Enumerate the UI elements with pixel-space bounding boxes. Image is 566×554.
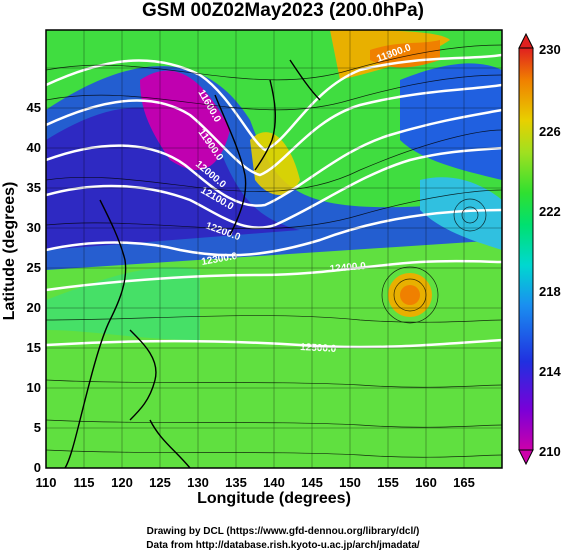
- map-title: GSM 00Z02May2023 (200.0hPa): [142, 0, 424, 21]
- x-tick-label: 160: [415, 475, 437, 490]
- x-tick-labels: 110 115 120 125 130 135 140 145 150 155 …: [36, 475, 475, 490]
- x-tick-label: 155: [377, 475, 399, 490]
- x-tick-label: 110: [36, 475, 57, 490]
- colorbar-tick-label: 226: [539, 124, 561, 139]
- y-tick-label: 25: [27, 260, 41, 275]
- colorbar: [518, 32, 534, 466]
- x-tick-label: 145: [301, 475, 323, 490]
- grid-lines: [46, 30, 502, 468]
- plot-frame: [45, 29, 503, 469]
- credit-drawing: Drawing by DCL (https://www.gfd-dennou.o…: [146, 526, 420, 537]
- x-tick-label: 140: [263, 475, 285, 490]
- y-tick-label: 35: [27, 180, 41, 195]
- y-tick-label: 20: [27, 300, 41, 315]
- x-tick-label: 135: [225, 475, 247, 490]
- colorbar-tick-label: 210: [539, 444, 561, 459]
- x-tick-label: 165: [453, 475, 475, 490]
- x-tick-label: 150: [339, 475, 361, 490]
- y-tick-label: 45: [27, 100, 41, 115]
- y-tick-label: 15: [27, 340, 41, 355]
- credit-data-source: Data from http://database.rish.kyoto-u.a…: [146, 540, 420, 551]
- y-tick-label: 10: [27, 380, 41, 395]
- y-tick-label: 30: [27, 220, 41, 235]
- y-tick-labels: 0 5 10 15 20 25 30 35 40 45: [27, 100, 41, 475]
- colorbar-tick-label: 230: [539, 42, 561, 57]
- streamlines: [46, 44, 502, 458]
- y-tick-label: 0: [34, 460, 41, 475]
- colorbar-min-arrow: [518, 449, 534, 466]
- map-figure: 11600.0 11800.0 11900.0 12000.0 12100.0 …: [27, 29, 561, 490]
- coastlines: [64, 59, 321, 468]
- colorbar-scale: [518, 47, 534, 451]
- colorbar-tick-label: 214: [539, 364, 561, 379]
- x-axis-label: Longitude (degrees): [197, 490, 351, 507]
- y-tick-label: 40: [27, 140, 41, 155]
- x-tick-label: 125: [149, 475, 171, 490]
- colorbar-max-arrow: [518, 32, 534, 49]
- colorbar-tick-label: 218: [539, 284, 561, 299]
- x-tick-label: 115: [74, 475, 95, 490]
- height-contours: [46, 53, 502, 349]
- contour-label: 12500.0: [300, 342, 337, 355]
- x-tick-label: 120: [111, 475, 133, 490]
- y-tick-label: 5: [34, 420, 41, 435]
- colorbar-tick-label: 222: [539, 204, 561, 219]
- colorbar-tick-labels: 210 214 218 222 226 230: [539, 42, 561, 459]
- x-tick-label: 130: [187, 475, 209, 490]
